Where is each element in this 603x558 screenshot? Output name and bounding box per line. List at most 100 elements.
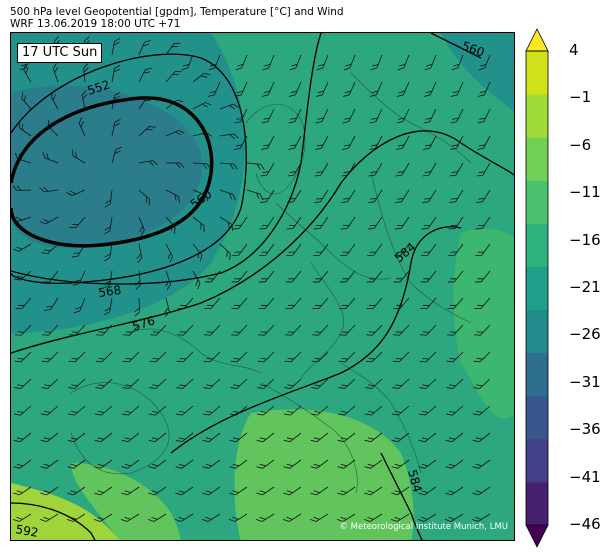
- contour-label-584-south: 584: [405, 468, 424, 494]
- wind-barb: [12, 185, 32, 191]
- wind-barb: [286, 216, 302, 230]
- contour-568: [11, 33, 322, 285]
- colorbar-tick-label: −26: [569, 325, 601, 344]
- wind-barb: [257, 351, 275, 363]
- colorbar-bin: [526, 51, 548, 95]
- wind-barb: [369, 108, 383, 124]
- wind-barb: [203, 378, 221, 389]
- wind-barb: [235, 54, 248, 71]
- wind-barb: [343, 54, 356, 71]
- wind-barb: [418, 459, 437, 469]
- wind-barb: [208, 54, 221, 71]
- wind-barb: [165, 216, 176, 234]
- wind-barb: [164, 297, 170, 317]
- wind-barb: [368, 162, 383, 177]
- wind-barb: [230, 351, 248, 363]
- wind-barbs: [12, 36, 491, 522]
- wind-barb: [229, 432, 248, 443]
- wind-barb: [419, 405, 437, 416]
- wind-barb: [421, 216, 437, 230]
- colorbar-tick-label: −6: [569, 135, 592, 154]
- wind-barb: [219, 133, 239, 140]
- wind-barb: [122, 378, 140, 389]
- temp-warm-sw: [71, 463, 181, 540]
- wind-barb: [258, 324, 275, 336]
- wind-barb: [122, 405, 140, 416]
- wind-barb: [257, 405, 275, 416]
- wind-barb: [95, 351, 113, 363]
- wind-barb: [174, 513, 194, 522]
- wind-barb: [231, 297, 248, 309]
- wind-barb: [256, 459, 275, 469]
- wind-barb: [148, 486, 167, 496]
- wind-barb: [69, 216, 86, 229]
- wind-barb: [396, 135, 410, 150]
- wind-barb: [314, 162, 329, 177]
- wind-barb: [15, 324, 32, 336]
- wind-barb: [336, 513, 356, 522]
- wind-barb: [311, 378, 329, 389]
- wind-barb: [148, 432, 167, 443]
- wind-barb: [204, 270, 221, 283]
- contour-label-592: 592: [14, 522, 39, 540]
- wind-barb: [104, 189, 113, 208]
- map-panel: 552 560 568 576 584 592 560 584 17 UTC S…: [10, 32, 515, 541]
- wind-barb: [203, 405, 221, 416]
- colorbar-bin: [526, 94, 548, 138]
- wind-barb: [423, 135, 437, 150]
- wind-barb: [261, 135, 275, 150]
- wind-barb: [476, 189, 491, 203]
- wind-barb: [103, 270, 113, 289]
- wind-barb: [104, 216, 113, 235]
- wind-barb: [397, 81, 410, 97]
- wind-barb: [18, 121, 32, 137]
- wind-barb: [340, 216, 356, 230]
- wind-barb: [192, 270, 201, 290]
- wind-barb: [14, 152, 32, 164]
- colorbar-tick-label: −46: [569, 515, 601, 533]
- colorbar-tick-label: −21: [569, 278, 601, 296]
- wind-barb: [421, 243, 437, 256]
- temp-cold-corner-ne: [441, 33, 514, 112]
- contour-592: [11, 502, 96, 540]
- wind-barb: [73, 297, 86, 314]
- colorbar-tick-label: −36: [569, 420, 601, 439]
- colorbar-extension-high: [525, 28, 549, 52]
- wind-barb: [473, 351, 491, 363]
- wind-barb: [285, 297, 302, 309]
- wind-barb: [208, 81, 221, 97]
- wind-barb: [150, 324, 167, 336]
- wind-barb: [258, 270, 275, 283]
- wind-barb: [370, 54, 383, 71]
- wind-barb: [14, 270, 32, 281]
- wind-barb: [192, 216, 205, 233]
- geopotential-contours: [11, 33, 514, 540]
- wind-barb: [473, 378, 491, 389]
- colorbar-tick-label: 4: [569, 41, 579, 59]
- wind-barb: [397, 54, 410, 71]
- wind-barb: [229, 459, 248, 469]
- wind-barb: [288, 108, 302, 124]
- wind-barb: [258, 297, 275, 309]
- wind-barb: [228, 513, 248, 522]
- wind-barb: [364, 459, 383, 469]
- wind-barb: [67, 459, 86, 469]
- wind-barb: [341, 162, 356, 177]
- wind-barb: [311, 405, 329, 416]
- wind-barb: [68, 378, 86, 389]
- wind-barb: [41, 243, 59, 254]
- wind-barb: [229, 486, 248, 496]
- wind-barb: [165, 71, 182, 83]
- wind-barb: [474, 297, 491, 309]
- wind-barb: [477, 135, 491, 150]
- wind-barb: [219, 103, 239, 110]
- wind-barb: [40, 432, 59, 443]
- wind-barb: [445, 486, 464, 496]
- wind-barb: [234, 108, 248, 124]
- colorbar-tick-label: −11: [569, 183, 601, 202]
- wind-barb: [204, 324, 221, 336]
- wind-barb: [176, 351, 194, 363]
- wind-barb: [181, 54, 194, 71]
- wind-barb: [282, 513, 302, 522]
- wind-barb: [286, 243, 302, 256]
